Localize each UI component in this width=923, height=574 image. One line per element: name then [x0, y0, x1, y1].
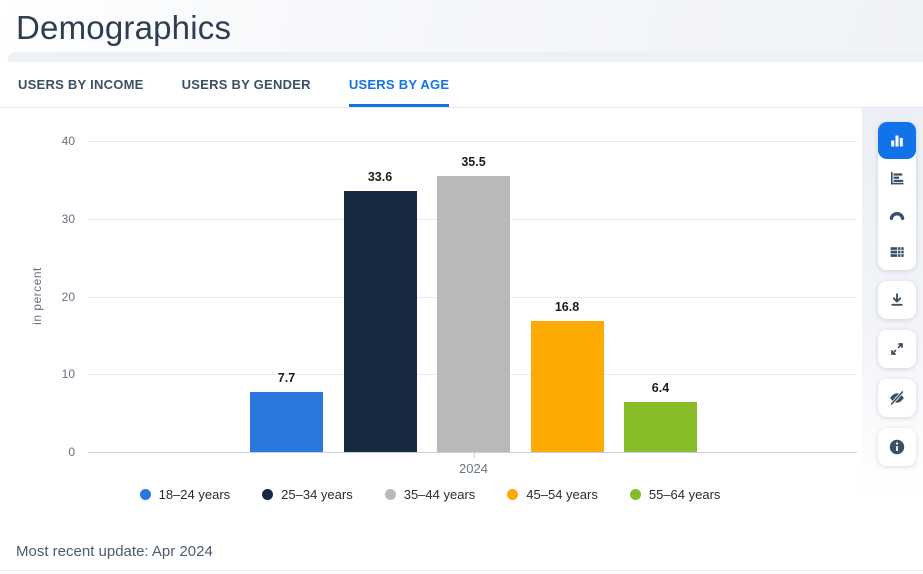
last-update-note: Most recent update: Apr 2024	[16, 543, 213, 560]
legend-item-18–24-years[interactable]: 18–24 years	[139, 487, 231, 502]
tab-users-by-gender[interactable]: USERS BY GENDER	[181, 77, 311, 92]
download-button[interactable]	[878, 281, 916, 319]
chart-type-switcher	[878, 122, 916, 270]
legend-label: 45–54 years	[526, 487, 598, 502]
hide-card	[878, 379, 916, 417]
x-tick	[473, 452, 475, 458]
y-tick-label: 40	[61, 134, 75, 148]
download-icon	[888, 291, 906, 309]
bar-value-label: 16.8	[554, 300, 580, 315]
legend-label: 55–64 years	[648, 487, 721, 502]
legend-label: 35–44 years	[403, 487, 476, 502]
chart-toolbar	[878, 122, 916, 466]
fullscreen-button[interactable]	[878, 330, 916, 368]
fullscreen-card	[878, 330, 916, 368]
gridline	[88, 141, 857, 142]
bar-value-label: 7.7	[277, 371, 296, 386]
bar-25–34-years[interactable]	[343, 190, 417, 452]
legend-item-45–54-years[interactable]: 45–54 years	[507, 487, 598, 502]
column-chart-button[interactable]	[878, 122, 916, 159]
page-header: Demographics	[0, 0, 923, 62]
bar-55–64-years[interactable]	[624, 402, 697, 452]
info-button[interactable]	[878, 428, 916, 466]
legend-label: 25–34 years	[281, 487, 353, 502]
info-card	[878, 428, 916, 466]
gauge-chart-icon	[888, 206, 906, 224]
table-button[interactable]	[878, 233, 916, 270]
legend-dot-icon	[507, 489, 519, 500]
legend-dot-icon	[139, 489, 151, 500]
y-tick-label: 30	[61, 211, 75, 226]
bar-45–54-years[interactable]	[530, 321, 604, 452]
legend-item-25–34-years[interactable]: 25–34 years	[262, 487, 353, 502]
y-tick-label: 0	[68, 445, 75, 459]
bar-18–24-years[interactable]	[250, 392, 323, 452]
tab-users-by-income[interactable]: USERS BY INCOME	[18, 77, 144, 92]
table-icon	[888, 243, 906, 261]
bar-chart-button[interactable]	[878, 159, 916, 196]
eye-off-icon	[888, 389, 906, 407]
bar-35–44-years[interactable]	[437, 175, 510, 452]
legend-label: 18–24 years	[158, 487, 231, 502]
chart-legend: 18–24 years 25–34 years 35–44 years 45–54 y…	[0, 487, 860, 502]
bottom-divider	[0, 570, 923, 571]
chart: 0 10 20 30 40 7.7 33.6 35.5 16.8 6.4 2024 in perce…	[0, 108, 923, 574]
x-axis-line	[88, 452, 857, 453]
gauge-chart-button[interactable]	[878, 196, 916, 233]
column-chart-icon	[888, 132, 906, 150]
download-card	[878, 281, 916, 319]
legend-dot-icon	[384, 489, 396, 500]
bar-value-label: 33.6	[367, 169, 393, 184]
legend-item-55–64-years[interactable]: 55–64 years	[629, 487, 721, 502]
bar-value-label: 35.5	[461, 154, 486, 169]
fullscreen-icon	[888, 340, 906, 358]
legend-item-35–44-years[interactable]: 35–44 years	[384, 487, 476, 502]
tab-users-by-age[interactable]: USERS BY AGE	[348, 62, 450, 107]
info-icon	[888, 438, 906, 456]
page-title: Demographics	[16, 9, 232, 46]
y-tick-label: 10	[61, 367, 75, 382]
bar-value-label: 6.4	[651, 381, 670, 396]
x-tick-label: 2024	[459, 461, 488, 476]
tab-bar: USERS BY INCOME USERS BY GENDER USERS BY…	[0, 62, 923, 108]
y-axis-title: in percent	[30, 267, 44, 325]
hide-chart-button[interactable]	[878, 379, 916, 417]
bar-chart-icon	[888, 169, 906, 187]
legend-dot-icon	[262, 489, 274, 500]
legend-dot-icon	[629, 489, 641, 500]
y-tick-label: 20	[61, 289, 75, 304]
